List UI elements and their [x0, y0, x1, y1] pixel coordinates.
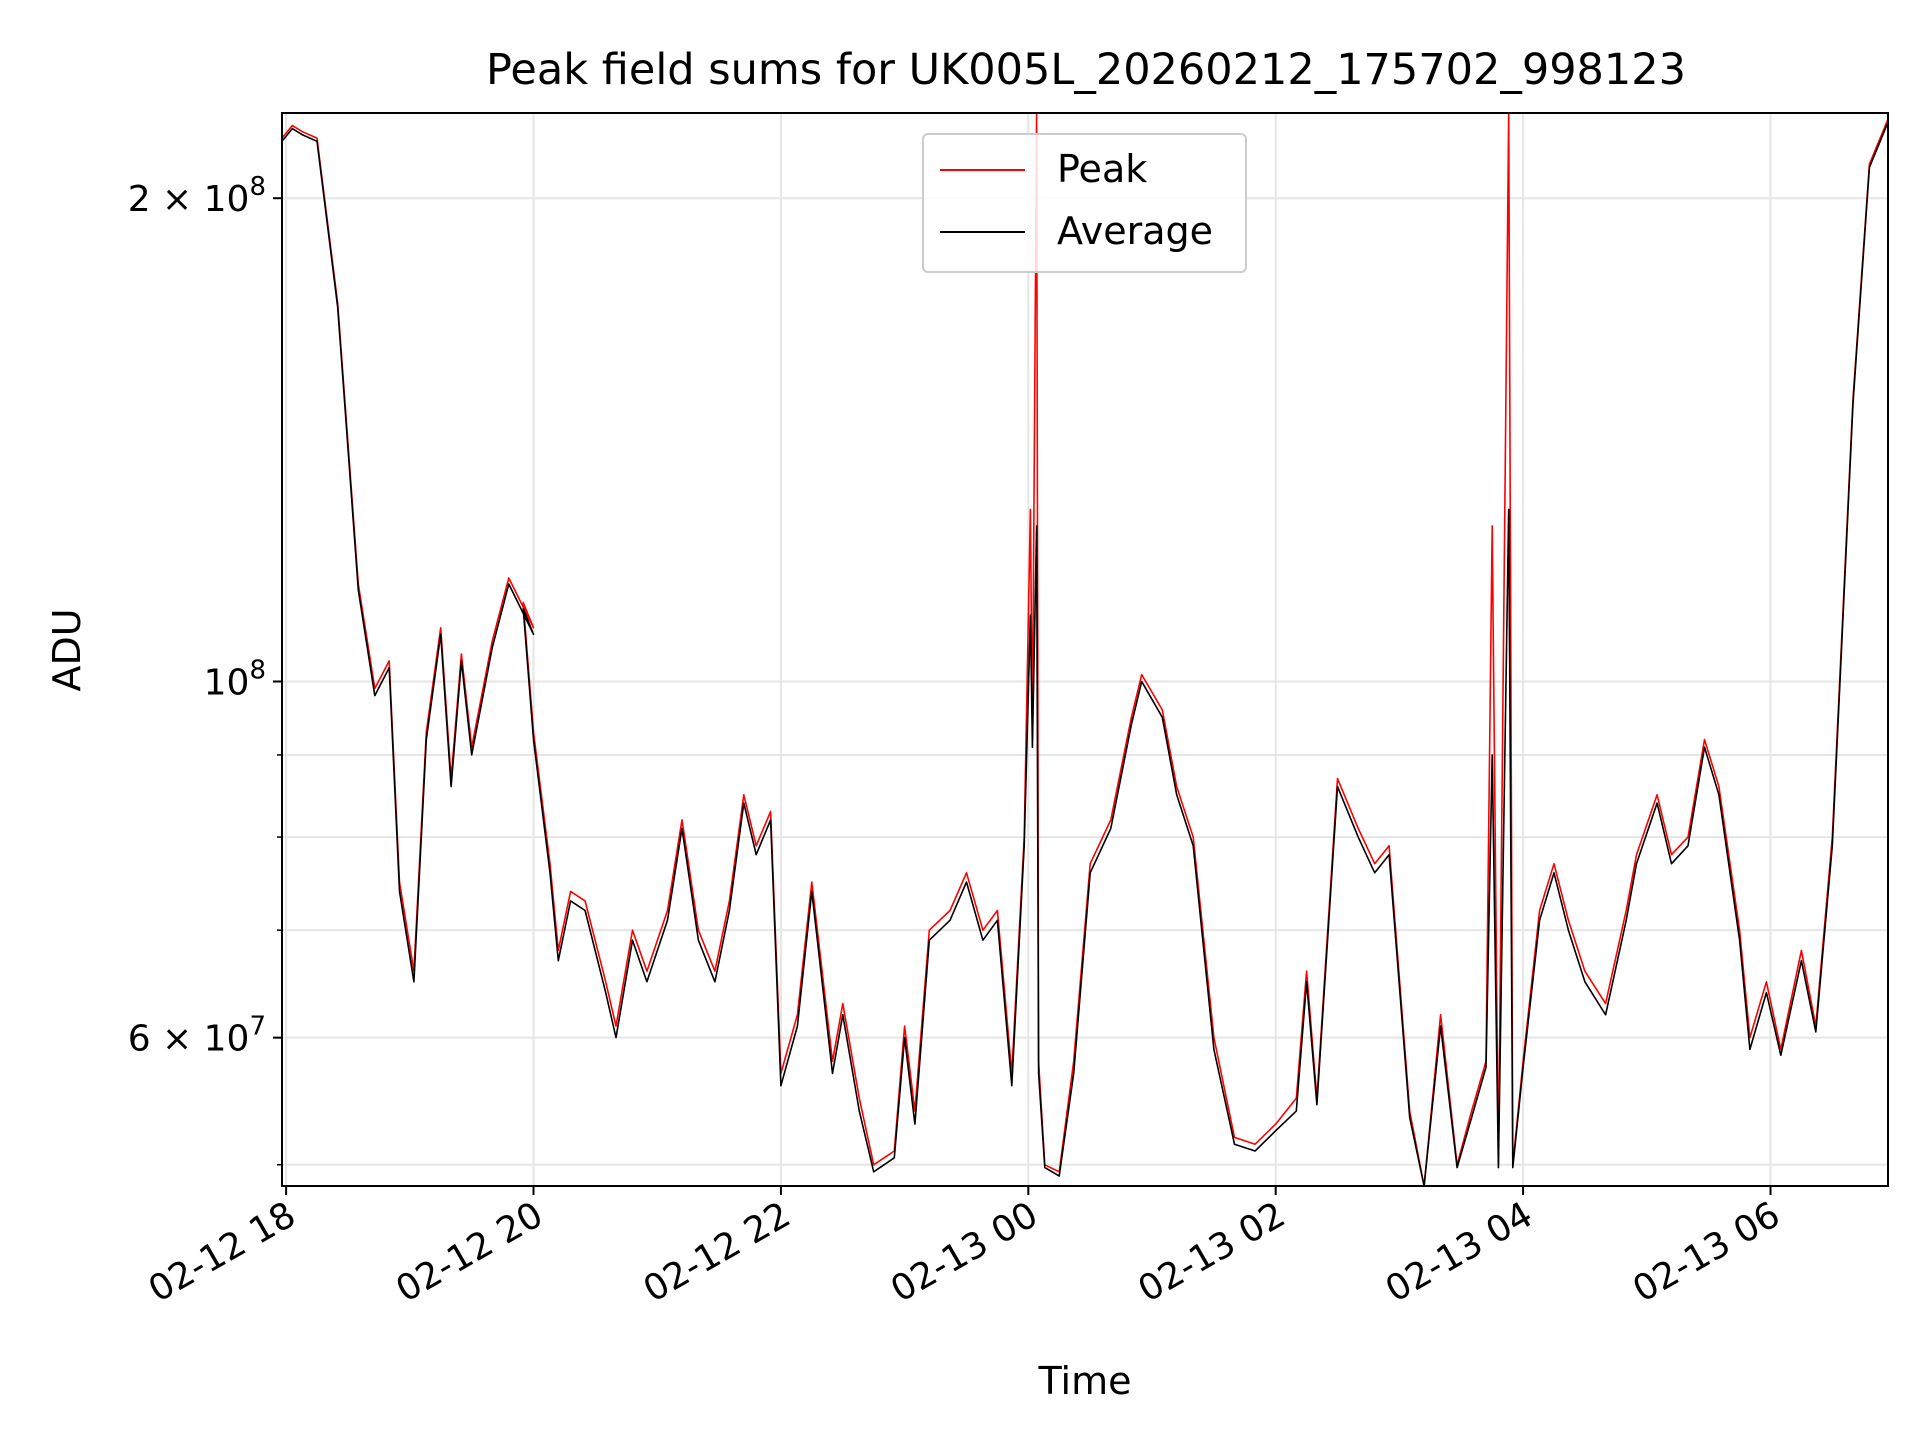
y-axis: 6 × 107 108 2 × 108: [128, 172, 282, 1166]
x-axis-label: Time: [1038, 1359, 1132, 1403]
y-tick-label: 2 × 108: [128, 172, 266, 220]
chart-title: Peak field sums for UK005L_20260212_1757…: [486, 45, 1686, 95]
legend-label-peak: Peak: [1057, 147, 1147, 191]
legend-label-average: Average: [1057, 209, 1213, 253]
legend-box: [922, 133, 1247, 273]
legend: Peak Average: [922, 133, 1247, 273]
axes-frame: [281, 112, 1889, 1187]
y-tick-label: 6 × 107: [128, 1012, 266, 1060]
series-line-average: [281, 121, 1889, 1187]
y-tick-label: 108: [204, 655, 266, 703]
y-axis-label: ADU: [45, 608, 89, 691]
